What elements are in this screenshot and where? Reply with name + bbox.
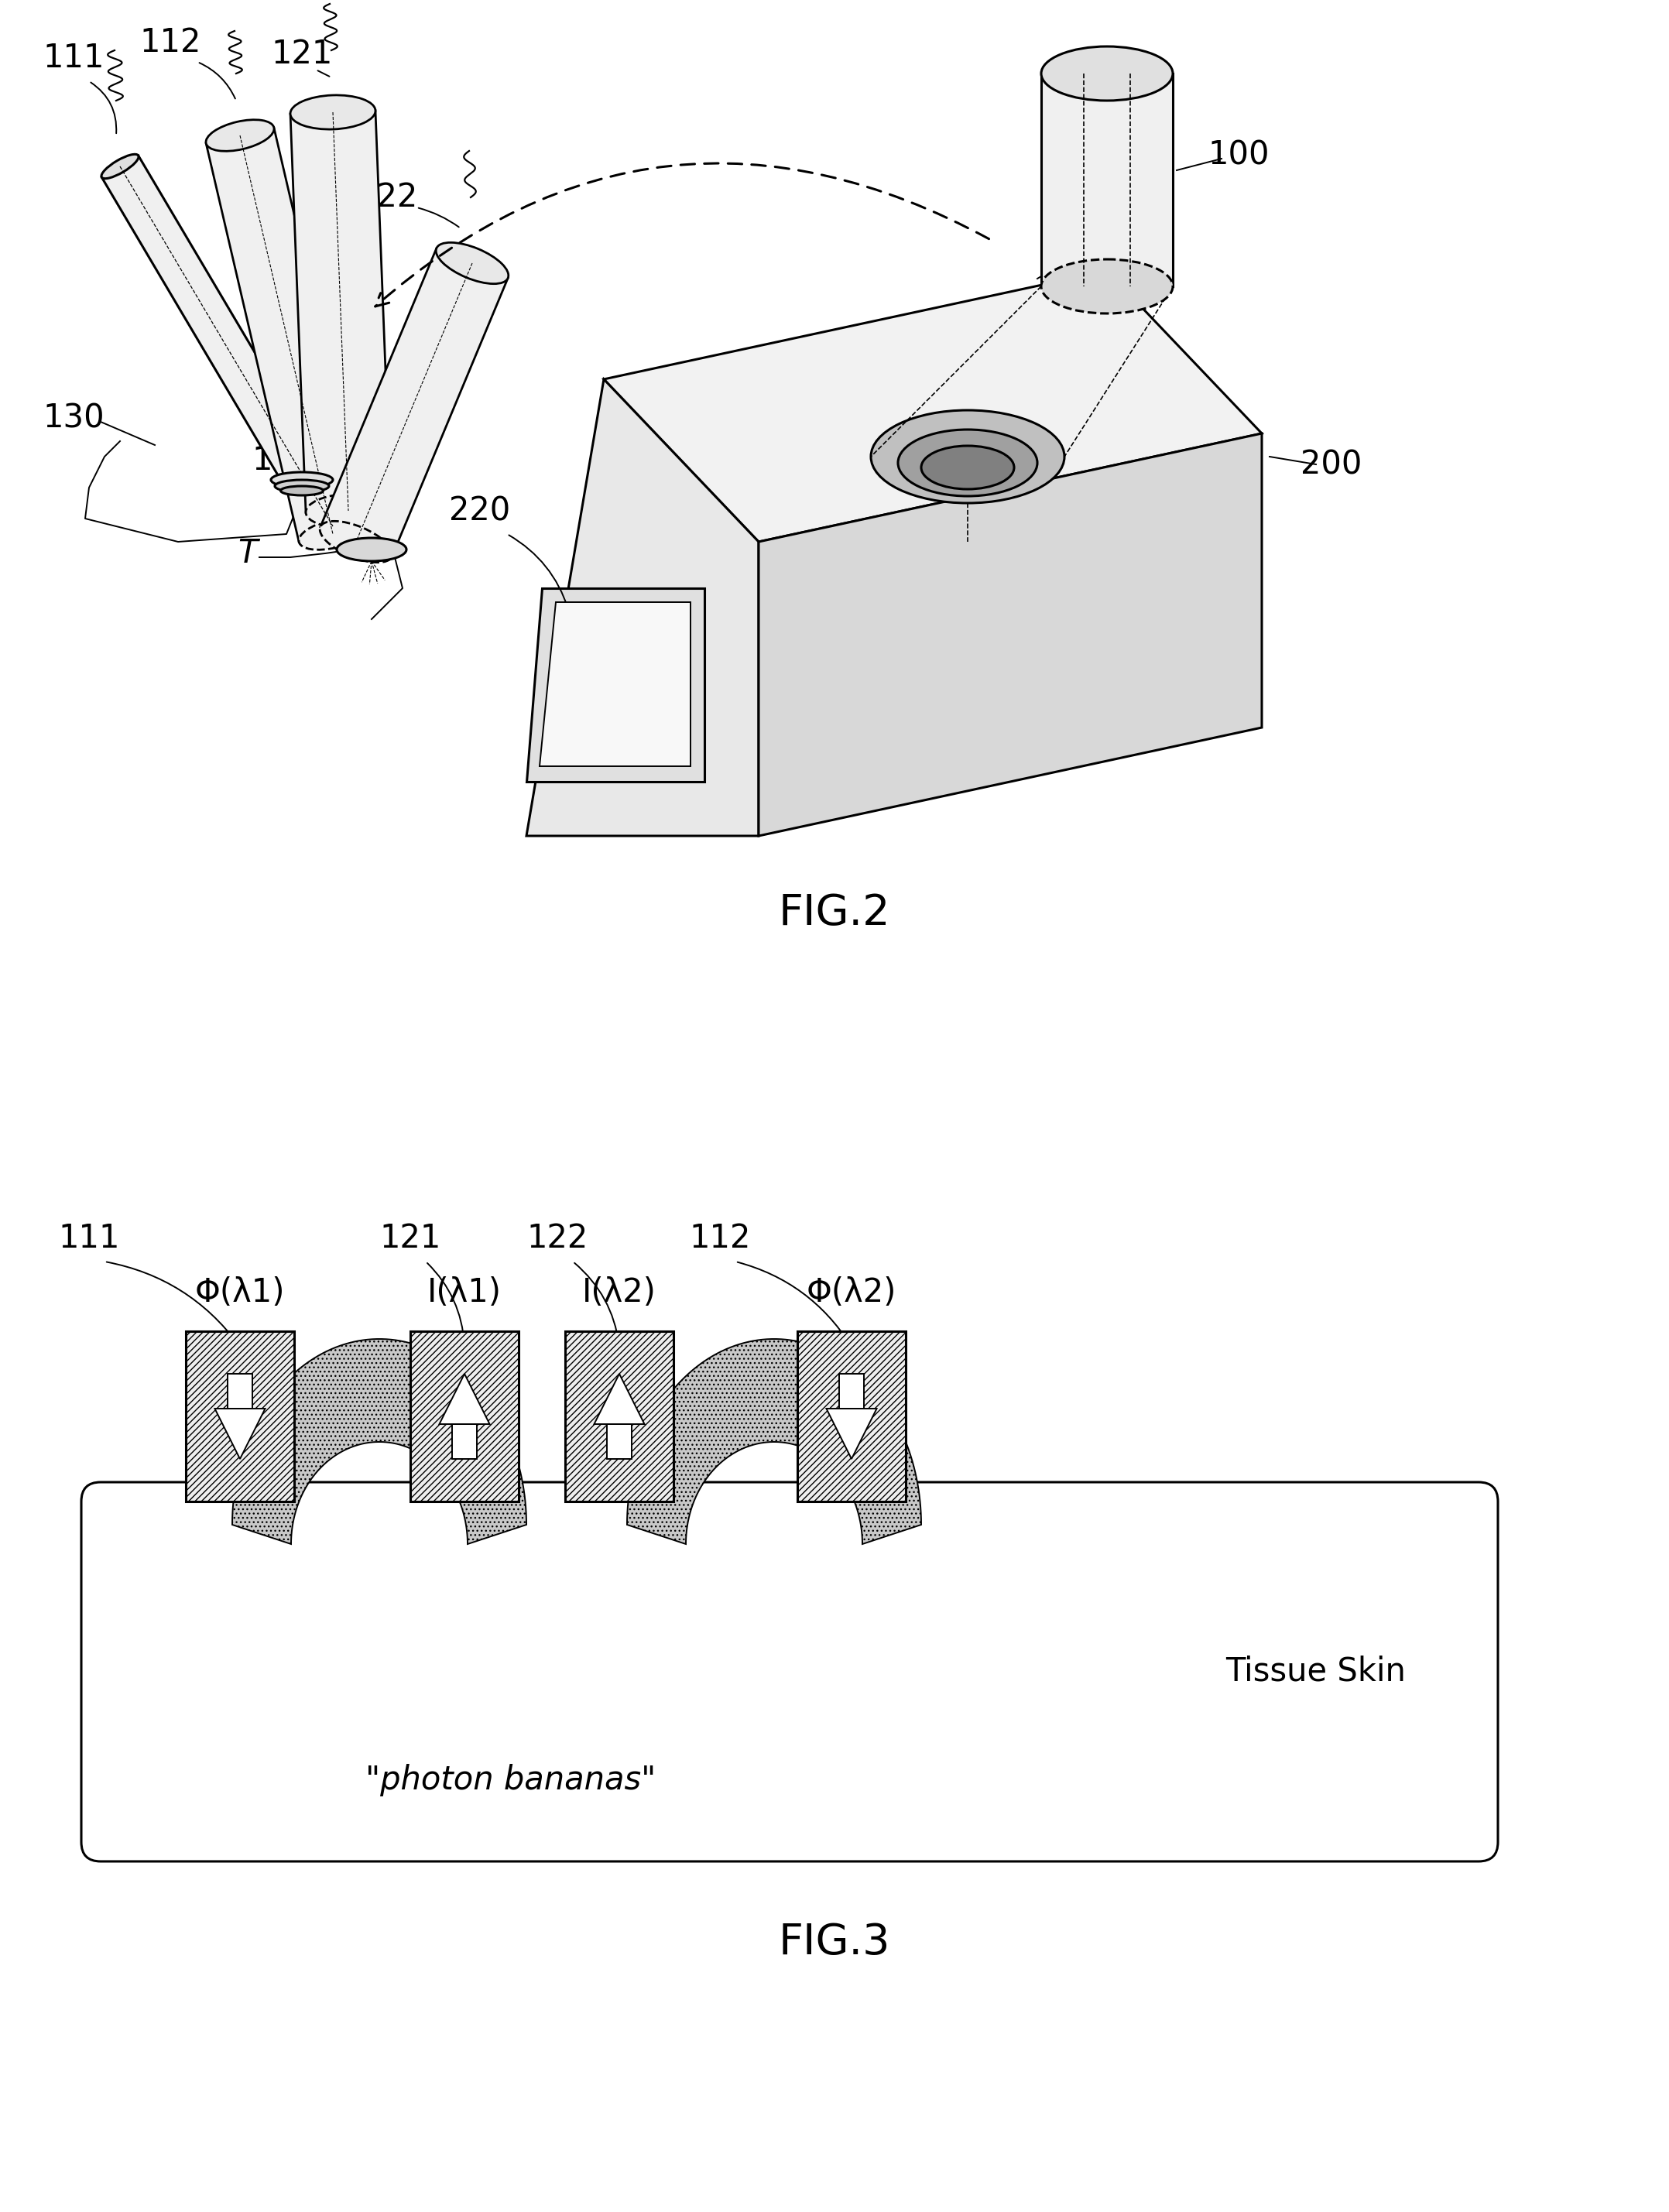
Text: 112: 112 [140, 27, 200, 60]
Text: 121: 121 [379, 1221, 441, 1254]
Ellipse shape [1041, 46, 1173, 100]
Ellipse shape [921, 447, 1015, 489]
Text: 122: 122 [357, 181, 417, 215]
Polygon shape [594, 1374, 644, 1425]
Polygon shape [628, 1338, 921, 1544]
Polygon shape [290, 111, 391, 513]
Text: FIG.3: FIG.3 [778, 1922, 891, 1964]
Polygon shape [759, 434, 1262, 836]
Bar [566, 1332, 674, 1502]
Text: 220: 220 [449, 495, 511, 526]
Text: T: T [239, 538, 257, 571]
Bar [185, 1332, 294, 1502]
Text: Φ(λ2): Φ(λ2) [806, 1276, 896, 1310]
Bar [798, 1332, 906, 1502]
Ellipse shape [305, 493, 391, 529]
Polygon shape [205, 128, 367, 542]
Text: "photon bananas": "photon bananas" [366, 1763, 656, 1796]
Ellipse shape [898, 429, 1038, 495]
Text: I(λ2): I(λ2) [582, 1276, 656, 1310]
Text: 121: 121 [270, 38, 332, 71]
Polygon shape [320, 248, 507, 557]
Text: 111: 111 [43, 42, 103, 75]
Text: 200: 200 [1300, 449, 1362, 480]
Polygon shape [439, 1374, 489, 1425]
Bar [840, 1374, 865, 1409]
FancyBboxPatch shape [82, 1482, 1497, 1860]
Text: 111: 111 [58, 1221, 120, 1254]
Polygon shape [526, 588, 704, 781]
Ellipse shape [290, 95, 376, 128]
Text: Φ(λ1): Φ(λ1) [195, 1276, 285, 1310]
Bar [227, 1374, 252, 1409]
Text: 130: 130 [43, 403, 105, 434]
Bar [411, 1332, 519, 1502]
Ellipse shape [436, 243, 509, 283]
Ellipse shape [299, 518, 367, 551]
Bar [1041, 73, 1173, 285]
Polygon shape [232, 1338, 526, 1544]
Text: FIG.2: FIG.2 [778, 891, 891, 933]
Ellipse shape [102, 155, 139, 179]
Ellipse shape [275, 480, 329, 493]
Text: 112: 112 [689, 1221, 751, 1254]
Text: Tissue Skin: Tissue Skin [1225, 1655, 1407, 1688]
Ellipse shape [270, 471, 332, 487]
Polygon shape [102, 155, 350, 538]
Polygon shape [604, 270, 1262, 542]
Text: I(λ1): I(λ1) [427, 1276, 502, 1310]
Text: 131: 131 [252, 445, 314, 478]
Ellipse shape [1041, 259, 1173, 314]
Polygon shape [826, 1409, 876, 1460]
Ellipse shape [280, 487, 324, 495]
Bar [608, 1425, 631, 1460]
Text: 122: 122 [527, 1221, 587, 1254]
Ellipse shape [205, 119, 274, 150]
Ellipse shape [337, 538, 407, 562]
Bar [452, 1425, 477, 1460]
Text: 210: 210 [1077, 223, 1138, 257]
Polygon shape [526, 378, 759, 836]
Ellipse shape [320, 522, 392, 562]
Ellipse shape [871, 409, 1065, 502]
Polygon shape [539, 602, 691, 765]
Polygon shape [215, 1409, 265, 1460]
Text: 100: 100 [1208, 139, 1270, 170]
